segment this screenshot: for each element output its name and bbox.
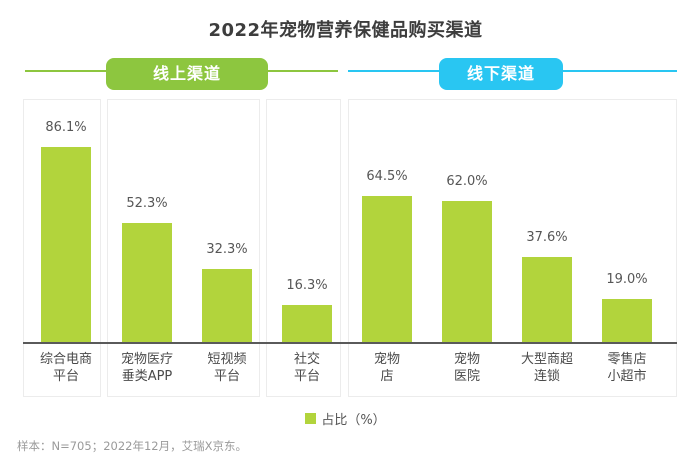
category-label: 短视频 平台 — [207, 352, 247, 384]
legend-label: 占比（%） — [321, 413, 386, 428]
bar-value-label: 86.1% — [45, 120, 87, 135]
bar-社交平台 — [282, 305, 332, 342]
bar-短视频平台 — [202, 269, 252, 342]
bar-value-label: 62.0% — [446, 174, 488, 189]
bar-value-label: 52.3% — [126, 196, 168, 211]
panel-offline — [348, 99, 677, 397]
category-label: 大型商超 连锁 — [520, 352, 573, 384]
bar-value-label: 64.5% — [366, 169, 408, 184]
category-label: 综合电商 平台 — [39, 352, 92, 384]
online-channel-badge: 线上渠道 — [106, 58, 268, 90]
offline-channel-badge: 线下渠道 — [439, 58, 563, 90]
bar-大型商超连锁 — [522, 257, 572, 342]
legend-swatch-icon — [305, 413, 317, 424]
category-label: 宠物 医院 — [453, 352, 480, 384]
bar-宠物医院 — [442, 201, 492, 342]
category-label: 宠物医疗 垂类APP — [120, 352, 173, 384]
source-footnote: 样本：N=705；2022年12月，艾瑞X京东。 — [17, 439, 247, 453]
panel-online-social — [266, 99, 341, 397]
chart-title: 2022年宠物营养保健品购买渠道 — [208, 20, 483, 41]
category-label: 宠物 店 — [373, 352, 400, 384]
category-label: 零售店 小超市 — [607, 352, 647, 384]
bar-宠物店 — [362, 196, 412, 342]
bar-value-label: 19.0% — [606, 272, 648, 287]
category-label: 社交 平台 — [293, 352, 320, 384]
bar-value-label: 16.3% — [286, 278, 328, 293]
bar-零售店小超市 — [602, 299, 652, 342]
bar-value-label: 37.6% — [526, 230, 568, 245]
x-axis-line — [23, 342, 677, 344]
bar-value-label: 32.3% — [206, 242, 248, 257]
bar-宠物医疗垂类APP — [122, 223, 172, 342]
bar-综合电商平台 — [41, 147, 91, 342]
legend: 占比（%） — [0, 409, 691, 428]
